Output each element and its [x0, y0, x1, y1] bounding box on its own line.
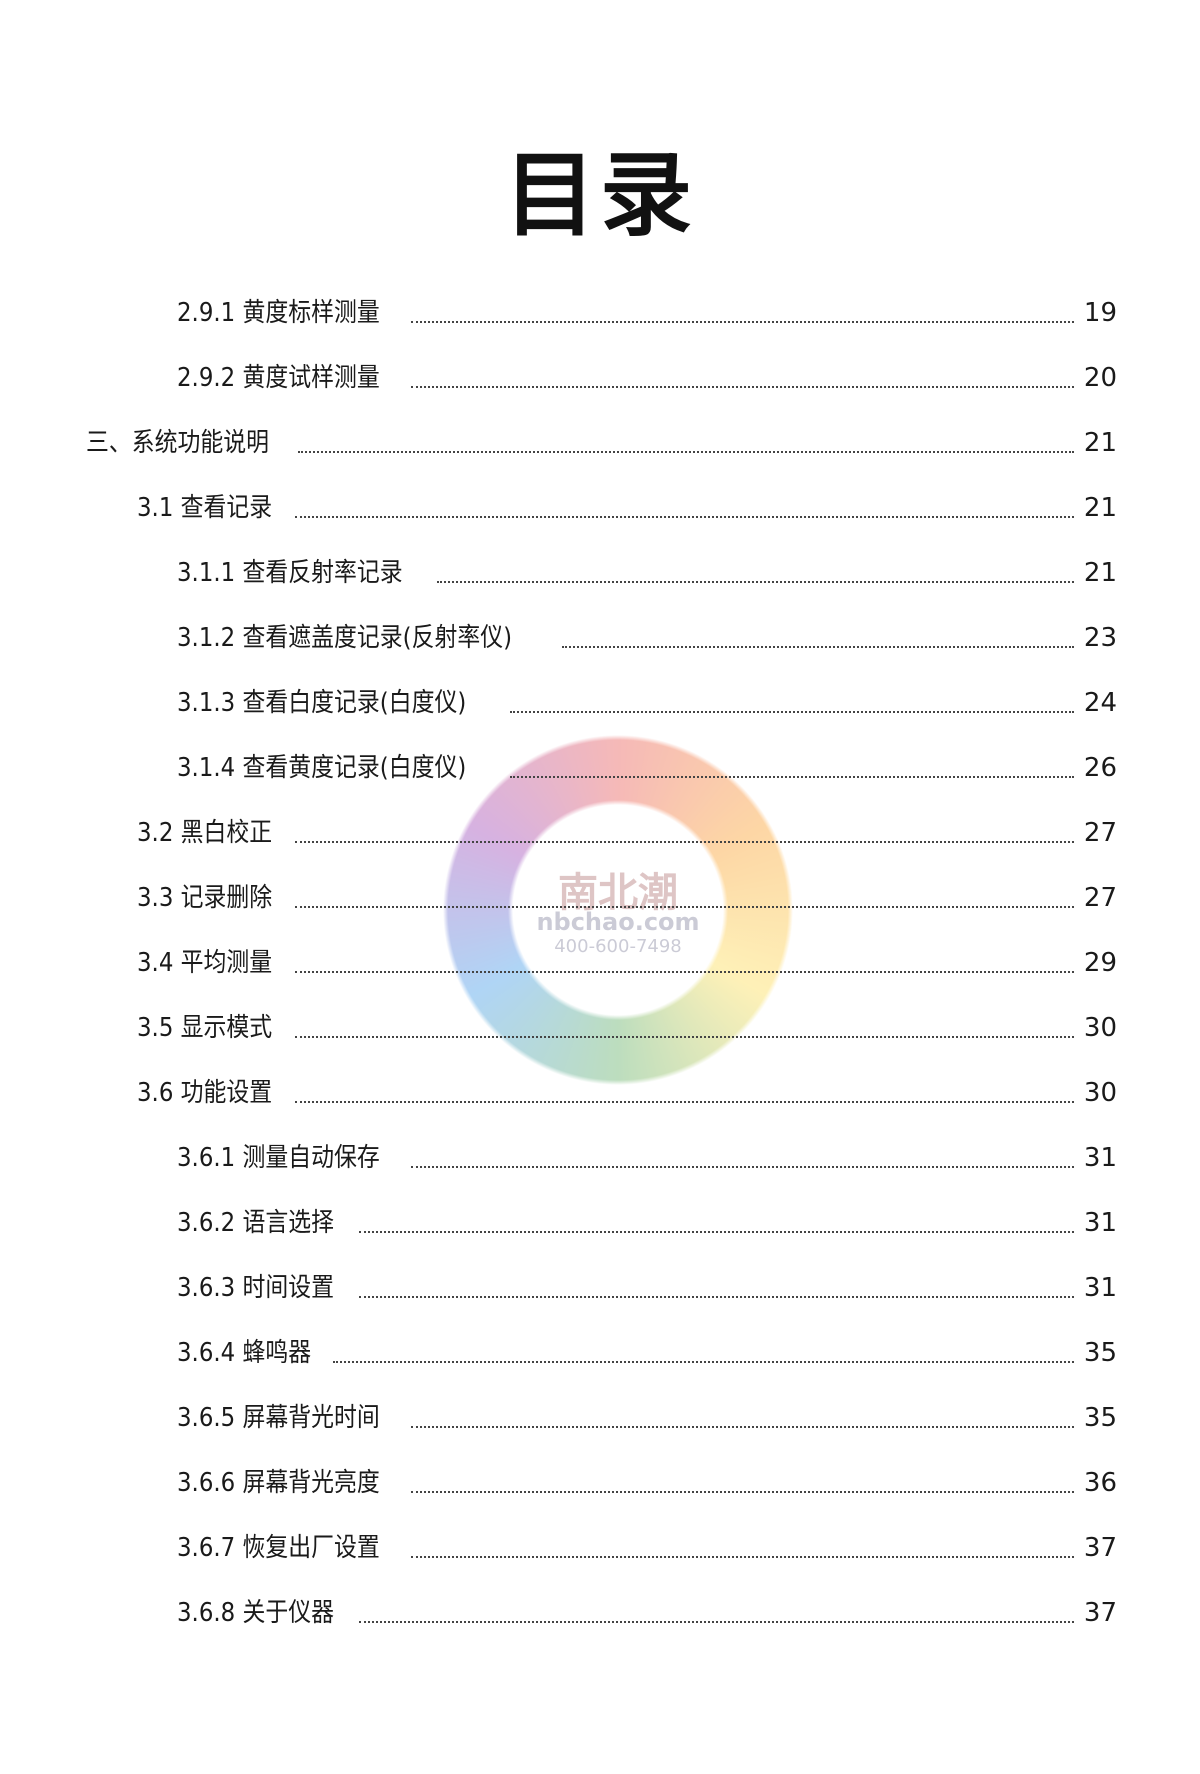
- toc-entry-label: 3.1 查看记录: [137, 493, 273, 523]
- toc-entry-label: 2.9.1 黄度标样测量: [177, 298, 380, 328]
- dot-leader: [294, 841, 1074, 843]
- dot-leader: [509, 711, 1074, 713]
- toc-entry[interactable]: 3.6 功能设置 30: [137, 1066, 1117, 1110]
- toc-entry-page: 31: [1083, 1273, 1117, 1303]
- toc-entry-label: 3.6.3 时间设置: [177, 1273, 335, 1303]
- toc-entry-label: 3.6.1 测量自动保存: [177, 1143, 380, 1173]
- dot-leader: [411, 1491, 1074, 1493]
- toc-entry-label: 3.5 显示模式: [137, 1013, 273, 1043]
- toc-entry-label: 2.9.2 黄度试样测量: [177, 363, 380, 393]
- toc-entry[interactable]: 3.6.7 恢复出厂设置 37: [177, 1521, 1117, 1565]
- toc-entry-label: 3.6.4 蜂鸣器: [177, 1338, 312, 1368]
- toc-entry-page: 23: [1083, 623, 1117, 653]
- dot-leader: [411, 1426, 1074, 1428]
- toc-entry-page: 30: [1083, 1078, 1117, 1108]
- toc-entry-label: 3.1.4 查看黄度记录(白度仪): [177, 753, 467, 783]
- dot-leader: [411, 386, 1074, 388]
- page-title: 目录: [503, 141, 696, 249]
- toc-entry-page: 27: [1083, 818, 1117, 848]
- toc-entry-label: 3.4 平均测量: [137, 948, 273, 978]
- toc-entry-page: 26: [1083, 753, 1117, 783]
- watermark-splash-ring: [438, 730, 798, 1090]
- dot-leader: [294, 1101, 1074, 1103]
- toc-entry-label: 3.1.1 查看反射率记录: [177, 558, 403, 588]
- dot-leader: [294, 906, 1074, 908]
- toc-entry-page: 20: [1083, 363, 1117, 393]
- watermark-phone: 400-600-7498: [554, 936, 682, 957]
- toc-entry-label: 3.2 黑白校正: [137, 818, 273, 848]
- dot-leader: [298, 451, 1074, 453]
- watermark-site: nbchao.com: [536, 908, 700, 936]
- toc-entry[interactable]: 3.4 平均测量 29: [137, 936, 1117, 980]
- toc-entry-page: 19: [1083, 298, 1117, 328]
- toc-entry[interactable]: 3.6.5 屏幕背光时间 35: [177, 1391, 1117, 1435]
- toc-entry[interactable]: 3.6.8 关于仪器 37: [177, 1586, 1117, 1630]
- toc-entry[interactable]: 2.9.1 黄度标样测量 19: [177, 286, 1117, 330]
- toc-entry[interactable]: 3.6.4 蜂鸣器 35: [177, 1326, 1117, 1370]
- toc-entry[interactable]: 3.1.1 查看反射率记录 21: [177, 546, 1117, 590]
- toc-entry[interactable]: 2.9.2 黄度试样测量 20: [177, 351, 1117, 395]
- dot-leader: [411, 1166, 1074, 1168]
- watermark-name: 南北潮: [558, 869, 678, 916]
- dot-leader: [411, 1556, 1074, 1558]
- toc-entry[interactable]: 3.6.1 测量自动保存 31: [177, 1131, 1117, 1175]
- toc-entry[interactable]: 三、系统功能说明 21: [86, 416, 1117, 460]
- dot-leader: [561, 646, 1074, 648]
- toc-entry-page: 31: [1083, 1208, 1117, 1238]
- toc-entry-label: 3.1.3 查看白度记录(白度仪): [177, 688, 467, 718]
- dot-leader: [411, 321, 1074, 323]
- toc-entry[interactable]: 3.1 查看记录 21: [137, 481, 1117, 525]
- toc-entry-page: 37: [1083, 1598, 1117, 1628]
- toc-entry-label: 3.6.2 语言选择: [177, 1208, 335, 1238]
- toc-entry-page: 37: [1083, 1533, 1117, 1563]
- toc-entry-page: 24: [1083, 688, 1117, 718]
- toc-entry[interactable]: 3.1.2 查看遮盖度记录(反射率仪) 23: [177, 611, 1117, 655]
- toc-entry-page: 29: [1083, 948, 1117, 978]
- toc-entry-label: 3.6.8 关于仪器: [177, 1598, 335, 1628]
- dot-leader: [359, 1231, 1074, 1233]
- toc-entry-label: 三、系统功能说明: [86, 428, 270, 458]
- toc-entry-page: 21: [1083, 428, 1117, 458]
- dot-leader: [294, 1036, 1074, 1038]
- toc-entry-page: 36: [1083, 1468, 1117, 1498]
- toc-entry-page: 35: [1083, 1338, 1117, 1368]
- dot-leader: [359, 1296, 1074, 1298]
- toc-entry-page: 30: [1083, 1013, 1117, 1043]
- toc-entry-page: 35: [1083, 1403, 1117, 1433]
- dot-leader: [294, 516, 1074, 518]
- toc-entry[interactable]: 3.6.6 屏幕背光亮度 36: [177, 1456, 1117, 1500]
- dot-leader: [333, 1361, 1074, 1363]
- toc-entry-label: 3.6 功能设置: [137, 1078, 273, 1108]
- toc-entry-label: 3.3 记录删除: [137, 883, 273, 913]
- toc-entry-label: 3.6.7 恢复出厂设置: [177, 1533, 380, 1563]
- toc-entry[interactable]: 3.3 记录删除 27: [137, 871, 1117, 915]
- toc-entry-page: 21: [1083, 493, 1117, 523]
- dot-leader: [294, 971, 1074, 973]
- toc-entry[interactable]: 3.2 黑白校正 27: [137, 806, 1117, 850]
- toc-entry[interactable]: 3.6.2 语言选择 31: [177, 1196, 1117, 1240]
- toc-entry-label: 3.6.5 屏幕背光时间: [177, 1403, 380, 1433]
- toc-entry-label: 3.1.2 查看遮盖度记录(反射率仪): [177, 623, 513, 653]
- dot-leader: [509, 776, 1074, 778]
- toc-entry-page: 21: [1083, 558, 1117, 588]
- toc-entry-page: 27: [1083, 883, 1117, 913]
- dot-leader: [437, 581, 1074, 583]
- toc-entry-label: 3.6.6 屏幕背光亮度: [177, 1468, 380, 1498]
- toc-entry[interactable]: 3.1.3 查看白度记录(白度仪) 24: [177, 676, 1117, 720]
- toc-entry-page: 31: [1083, 1143, 1117, 1173]
- toc-entry[interactable]: 3.1.4 查看黄度记录(白度仪) 26: [177, 741, 1117, 785]
- dot-leader: [359, 1621, 1074, 1623]
- toc-entry[interactable]: 3.5 显示模式 30: [137, 1001, 1117, 1045]
- toc-entry[interactable]: 3.6.3 时间设置 31: [177, 1261, 1117, 1305]
